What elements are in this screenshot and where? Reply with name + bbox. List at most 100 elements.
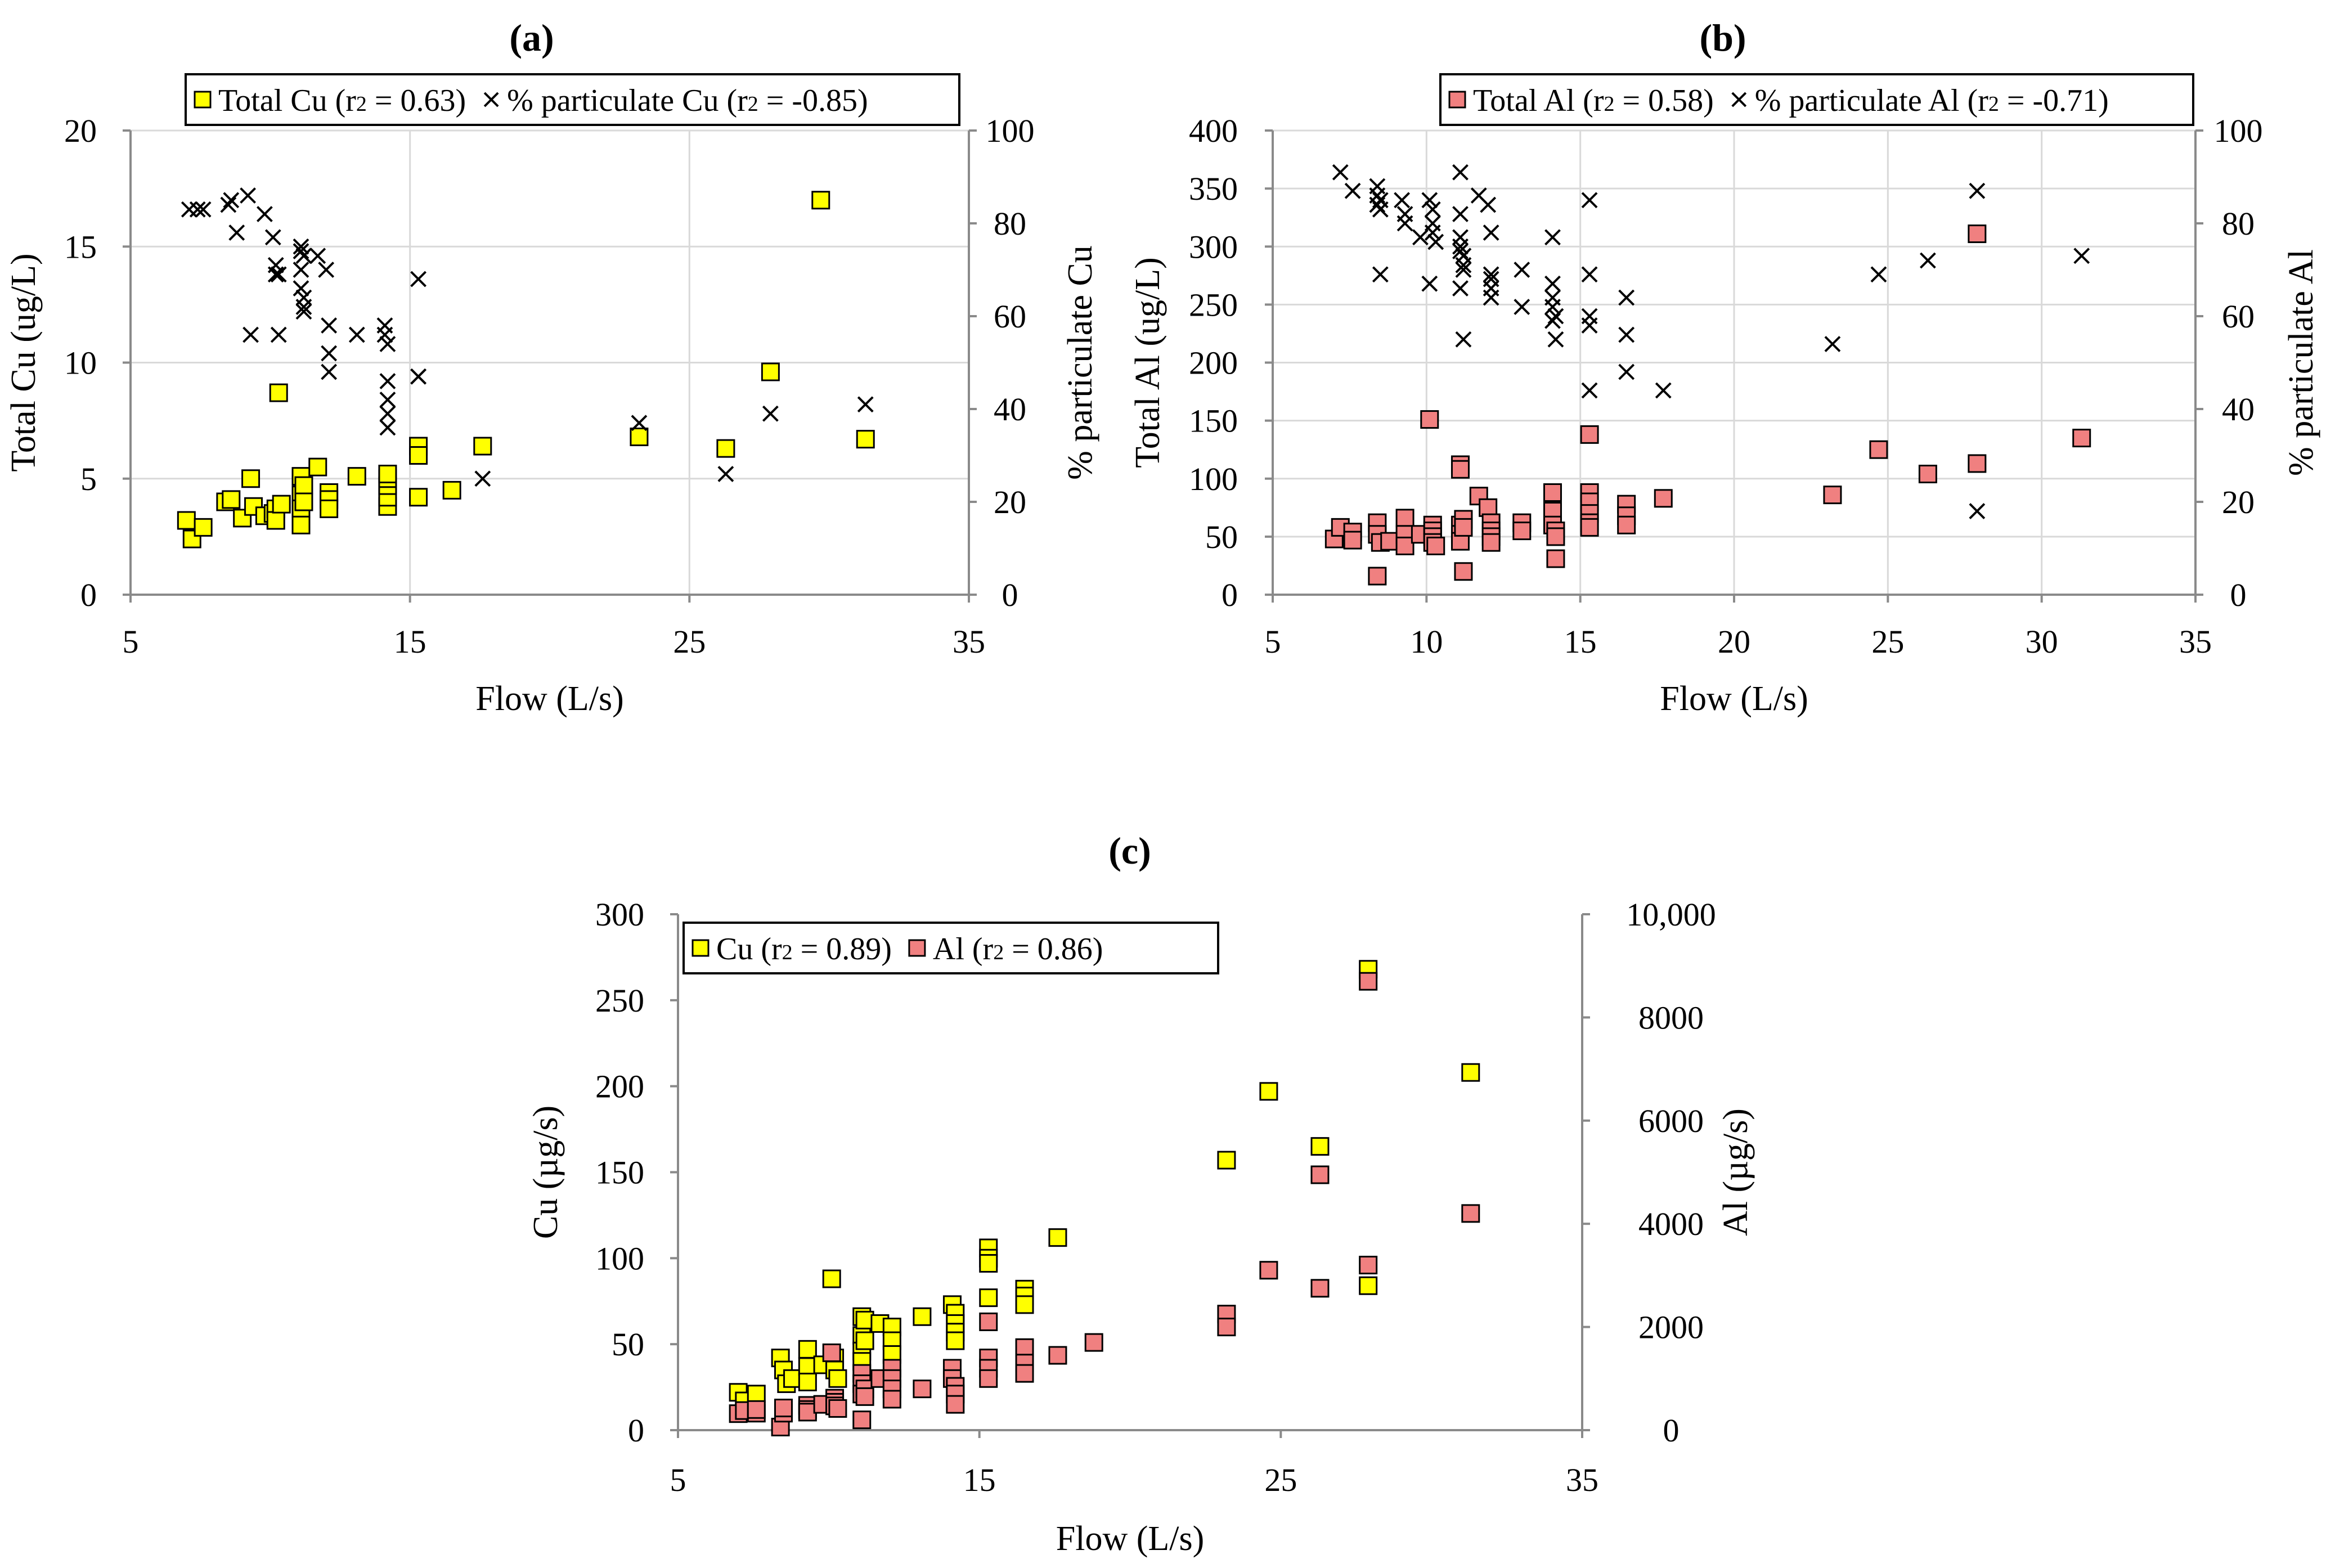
y-tick-label: 250 — [1189, 286, 1238, 323]
data-point — [195, 201, 212, 218]
x-tick-label: 15 — [963, 1462, 996, 1498]
data-point — [1396, 215, 1413, 232]
data-point — [882, 1390, 901, 1409]
data-point — [293, 280, 309, 296]
data-point — [1580, 518, 1599, 537]
data-point — [264, 229, 281, 246]
legend-entry: Total Cu (r2 = 0.63) — [218, 83, 466, 118]
data-point — [946, 1331, 965, 1350]
y2-tick-label: 20 — [994, 484, 1026, 520]
data-point — [379, 373, 396, 389]
data-point — [1580, 425, 1599, 444]
data-point — [1310, 1165, 1330, 1184]
data-point — [1581, 317, 1598, 334]
data-point — [1655, 382, 1672, 399]
y2-tick-label: 0 — [1002, 577, 1018, 613]
y-tick-label: 400 — [1189, 113, 1238, 149]
data-point — [1048, 1228, 1067, 1247]
data-point — [270, 266, 287, 283]
y-tick-label: 200 — [595, 1068, 644, 1105]
data-point — [379, 392, 396, 408]
y-tick-label: 150 — [595, 1154, 644, 1191]
data-point — [1654, 489, 1673, 508]
data-point — [1454, 562, 1473, 581]
x-tick-label: 5 — [123, 623, 139, 660]
data-point — [1618, 363, 1635, 380]
data-point — [272, 495, 291, 514]
data-point — [630, 428, 649, 446]
legend-text-part: 2 — [356, 92, 367, 116]
data-point — [1546, 549, 1565, 568]
data-point — [321, 363, 338, 380]
panel-title: (a) — [509, 16, 554, 59]
data-point — [220, 196, 237, 213]
data-point — [1514, 299, 1530, 315]
legend-marker — [194, 91, 212, 109]
data-point — [1547, 331, 1564, 348]
legend-entry: Total Al (r2 = 0.58) — [1473, 83, 1714, 118]
data-point — [223, 192, 240, 209]
data-point — [747, 1385, 766, 1404]
data-point — [1395, 536, 1415, 555]
y-tick-label: 300 — [1189, 228, 1238, 265]
y2-tick-label: 0 — [1663, 1412, 1680, 1449]
data-point — [1546, 527, 1565, 546]
data-point — [1968, 224, 1987, 244]
y2-tick-label: 0 — [2230, 577, 2247, 613]
y2-tick-label: 80 — [994, 205, 1026, 242]
legend-text-part: = 0.63) — [367, 83, 466, 118]
legend-text-part: Al (r — [933, 932, 994, 967]
data-point — [1544, 229, 1561, 246]
data-point — [1427, 233, 1444, 250]
data-point — [1372, 266, 1389, 283]
data-point — [1617, 515, 1636, 534]
data-point — [318, 262, 335, 278]
data-point — [1452, 164, 1469, 181]
data-point — [409, 446, 428, 465]
y-tick-label: 100 — [1189, 461, 1238, 497]
x-tick-label: 15 — [1564, 623, 1597, 660]
data-point — [1412, 229, 1429, 246]
data-point — [1618, 289, 1635, 306]
data-point — [378, 465, 397, 483]
y-axis-label: Total Al (ug/L) — [1129, 257, 1167, 468]
data-point — [1483, 289, 1499, 306]
x-tick-label: 35 — [1566, 1462, 1598, 1498]
data-point — [295, 299, 312, 315]
y-tick-label: 0 — [628, 1412, 644, 1449]
data-point — [376, 326, 393, 343]
data-point — [2073, 248, 2090, 264]
panel-title: (b) — [1699, 16, 1746, 59]
data-point — [1480, 196, 1497, 213]
series-x-markers — [1332, 164, 2090, 519]
data-point — [293, 243, 309, 259]
data-point — [348, 326, 365, 343]
y-tick-label: 5 — [80, 461, 97, 497]
data-point — [320, 499, 339, 518]
data-point — [295, 248, 312, 264]
data-point — [1359, 972, 1378, 991]
legend-entry: Cu (r2 = 0.89) — [716, 932, 892, 967]
data-point — [1618, 326, 1635, 343]
data-point — [1514, 262, 1530, 278]
data-point — [1310, 1279, 1330, 1298]
data-point — [761, 362, 780, 381]
data-point — [379, 405, 396, 422]
legend-text-part: = 0.89) — [793, 932, 892, 967]
data-point — [293, 262, 309, 278]
legend-entry: % particulate Al (r2 = -0.71) — [1755, 83, 2109, 118]
data-point — [189, 201, 206, 218]
data-point — [1544, 299, 1561, 315]
data-point — [717, 466, 734, 482]
data-point — [1015, 1295, 1034, 1314]
data-point — [379, 336, 396, 352]
data-point — [811, 191, 830, 210]
y-tick-label: 250 — [595, 982, 644, 1019]
y2-tick-label: 20 — [2222, 484, 2255, 520]
data-point — [1084, 1333, 1103, 1352]
data-point — [1581, 266, 1598, 283]
data-point — [822, 1269, 841, 1288]
data-point — [1455, 262, 1472, 278]
y2-axis-label: % particulate Cu — [1061, 245, 1099, 480]
legend-box — [682, 922, 1219, 974]
